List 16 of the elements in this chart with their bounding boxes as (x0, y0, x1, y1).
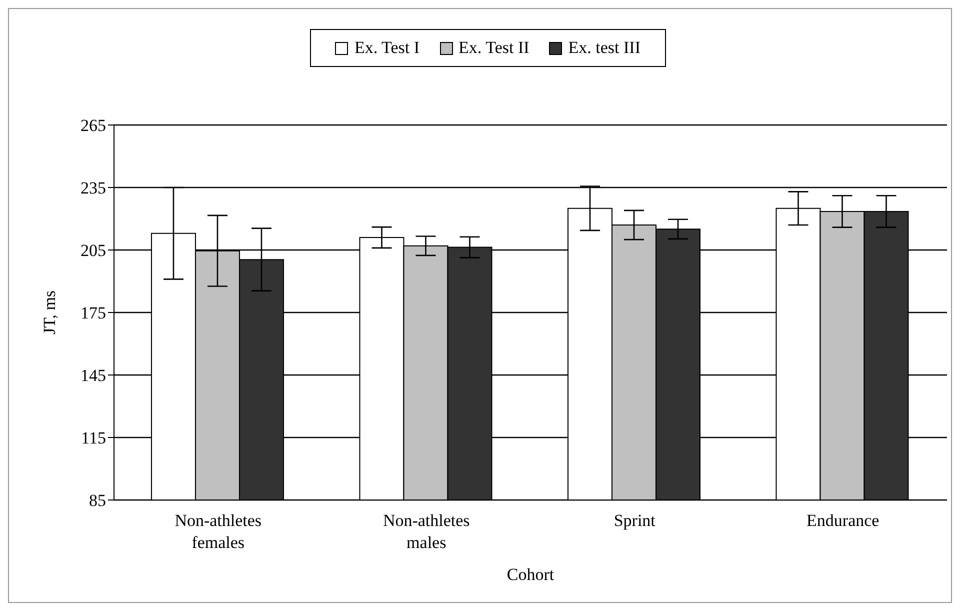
y-tick-label: 235 (80, 178, 106, 198)
x-tick-label: Non-athletes females (174, 511, 262, 552)
y-tick-label: 175 (80, 304, 106, 323)
y-tick-label: 85 (89, 491, 106, 510)
legend-label: Ex. Test I (354, 38, 420, 58)
x-tick-label: Sprint (614, 511, 656, 530)
y-tick-label: 115 (81, 428, 106, 448)
y-tick-label: 265 (80, 116, 106, 136)
legend-label: Ex. Test II (458, 38, 530, 58)
legend-label: Ex. test III (568, 38, 641, 58)
y-axis-title: JT, ms (40, 290, 60, 335)
y-tick-label: 205 (80, 241, 106, 260)
y-tick-label: 145 (80, 366, 106, 386)
x-axis-title: Cohort (506, 565, 554, 584)
x-tick-label: Non-athletes males (382, 511, 470, 552)
x-tick-label: Endurance (806, 511, 880, 530)
